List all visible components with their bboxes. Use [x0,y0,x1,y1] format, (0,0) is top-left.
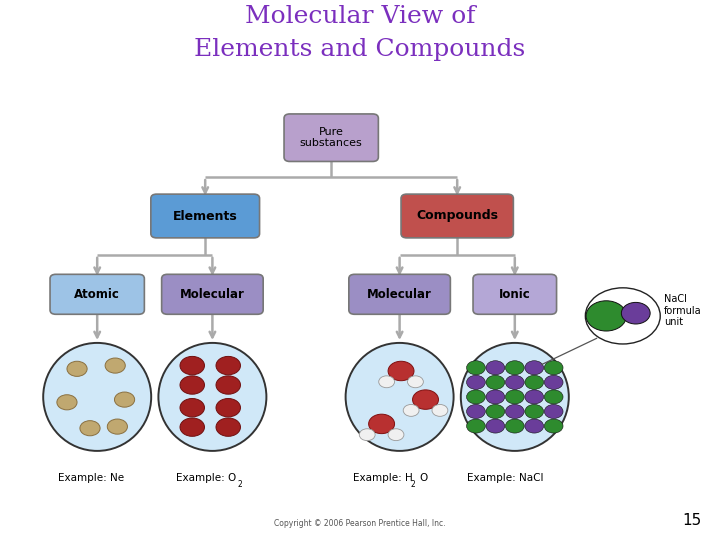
Circle shape [505,361,524,375]
Circle shape [621,302,650,324]
Text: 2: 2 [238,480,243,489]
Text: Compounds: Compounds [416,210,498,222]
FancyBboxPatch shape [50,274,145,314]
Circle shape [486,419,505,433]
Circle shape [525,361,544,375]
Circle shape [180,418,204,436]
Text: Elements: Elements [173,210,238,222]
FancyBboxPatch shape [473,274,557,314]
Circle shape [180,399,204,417]
Circle shape [180,376,204,394]
Circle shape [80,421,100,436]
Text: 2: 2 [410,480,415,489]
Circle shape [525,390,544,404]
Circle shape [544,390,563,404]
Circle shape [505,404,524,418]
Circle shape [408,376,423,388]
Circle shape [369,414,395,434]
Circle shape [505,419,524,433]
Circle shape [544,361,563,375]
Circle shape [467,390,485,404]
Text: Example: Ne: Example: Ne [58,473,124,483]
Circle shape [505,375,524,389]
Circle shape [359,429,375,441]
Circle shape [544,375,563,389]
Circle shape [105,358,125,373]
Text: Ionic: Ionic [499,288,531,301]
Circle shape [216,399,240,417]
Circle shape [379,376,395,388]
FancyBboxPatch shape [161,274,264,314]
Circle shape [544,419,563,433]
Circle shape [216,418,240,436]
Ellipse shape [158,343,266,451]
Text: Pure
substances: Pure substances [300,127,363,148]
Circle shape [180,356,204,375]
FancyBboxPatch shape [150,194,260,238]
Text: 15: 15 [683,513,702,528]
Circle shape [403,404,419,416]
Ellipse shape [346,343,454,451]
Circle shape [525,419,544,433]
Text: Molecular: Molecular [180,288,245,301]
Circle shape [486,390,505,404]
Circle shape [467,404,485,418]
Circle shape [505,390,524,404]
Text: Atomic: Atomic [74,288,120,301]
Circle shape [467,375,485,389]
Circle shape [586,301,626,331]
Text: O: O [419,473,427,483]
Circle shape [107,419,127,434]
FancyBboxPatch shape [284,114,379,161]
Circle shape [413,390,438,409]
Circle shape [525,375,544,389]
Circle shape [432,404,448,416]
Circle shape [388,429,404,441]
Circle shape [57,395,77,410]
Text: Example: H: Example: H [353,473,413,483]
Text: Copyright © 2006 Pearson Prentice Hall, Inc.: Copyright © 2006 Pearson Prentice Hall, … [274,519,446,528]
Circle shape [216,376,240,394]
Circle shape [388,361,414,381]
Text: Example: NaCl: Example: NaCl [467,473,543,483]
Text: Molecular View of: Molecular View of [245,5,475,29]
Circle shape [544,404,563,418]
Circle shape [525,404,544,418]
Circle shape [486,375,505,389]
Text: NaCl
formula
unit: NaCl formula unit [664,294,701,327]
FancyBboxPatch shape [401,194,513,238]
Ellipse shape [43,343,151,451]
FancyBboxPatch shape [349,274,451,314]
Circle shape [67,361,87,376]
Circle shape [486,361,505,375]
Circle shape [216,356,240,375]
Circle shape [114,392,135,407]
Circle shape [467,361,485,375]
Text: Example: O: Example: O [176,473,237,483]
Circle shape [486,404,505,418]
Circle shape [467,419,485,433]
Ellipse shape [461,343,569,451]
Text: Molecular: Molecular [367,288,432,301]
Text: Elements and Compounds: Elements and Compounds [194,38,526,61]
Circle shape [585,288,660,344]
